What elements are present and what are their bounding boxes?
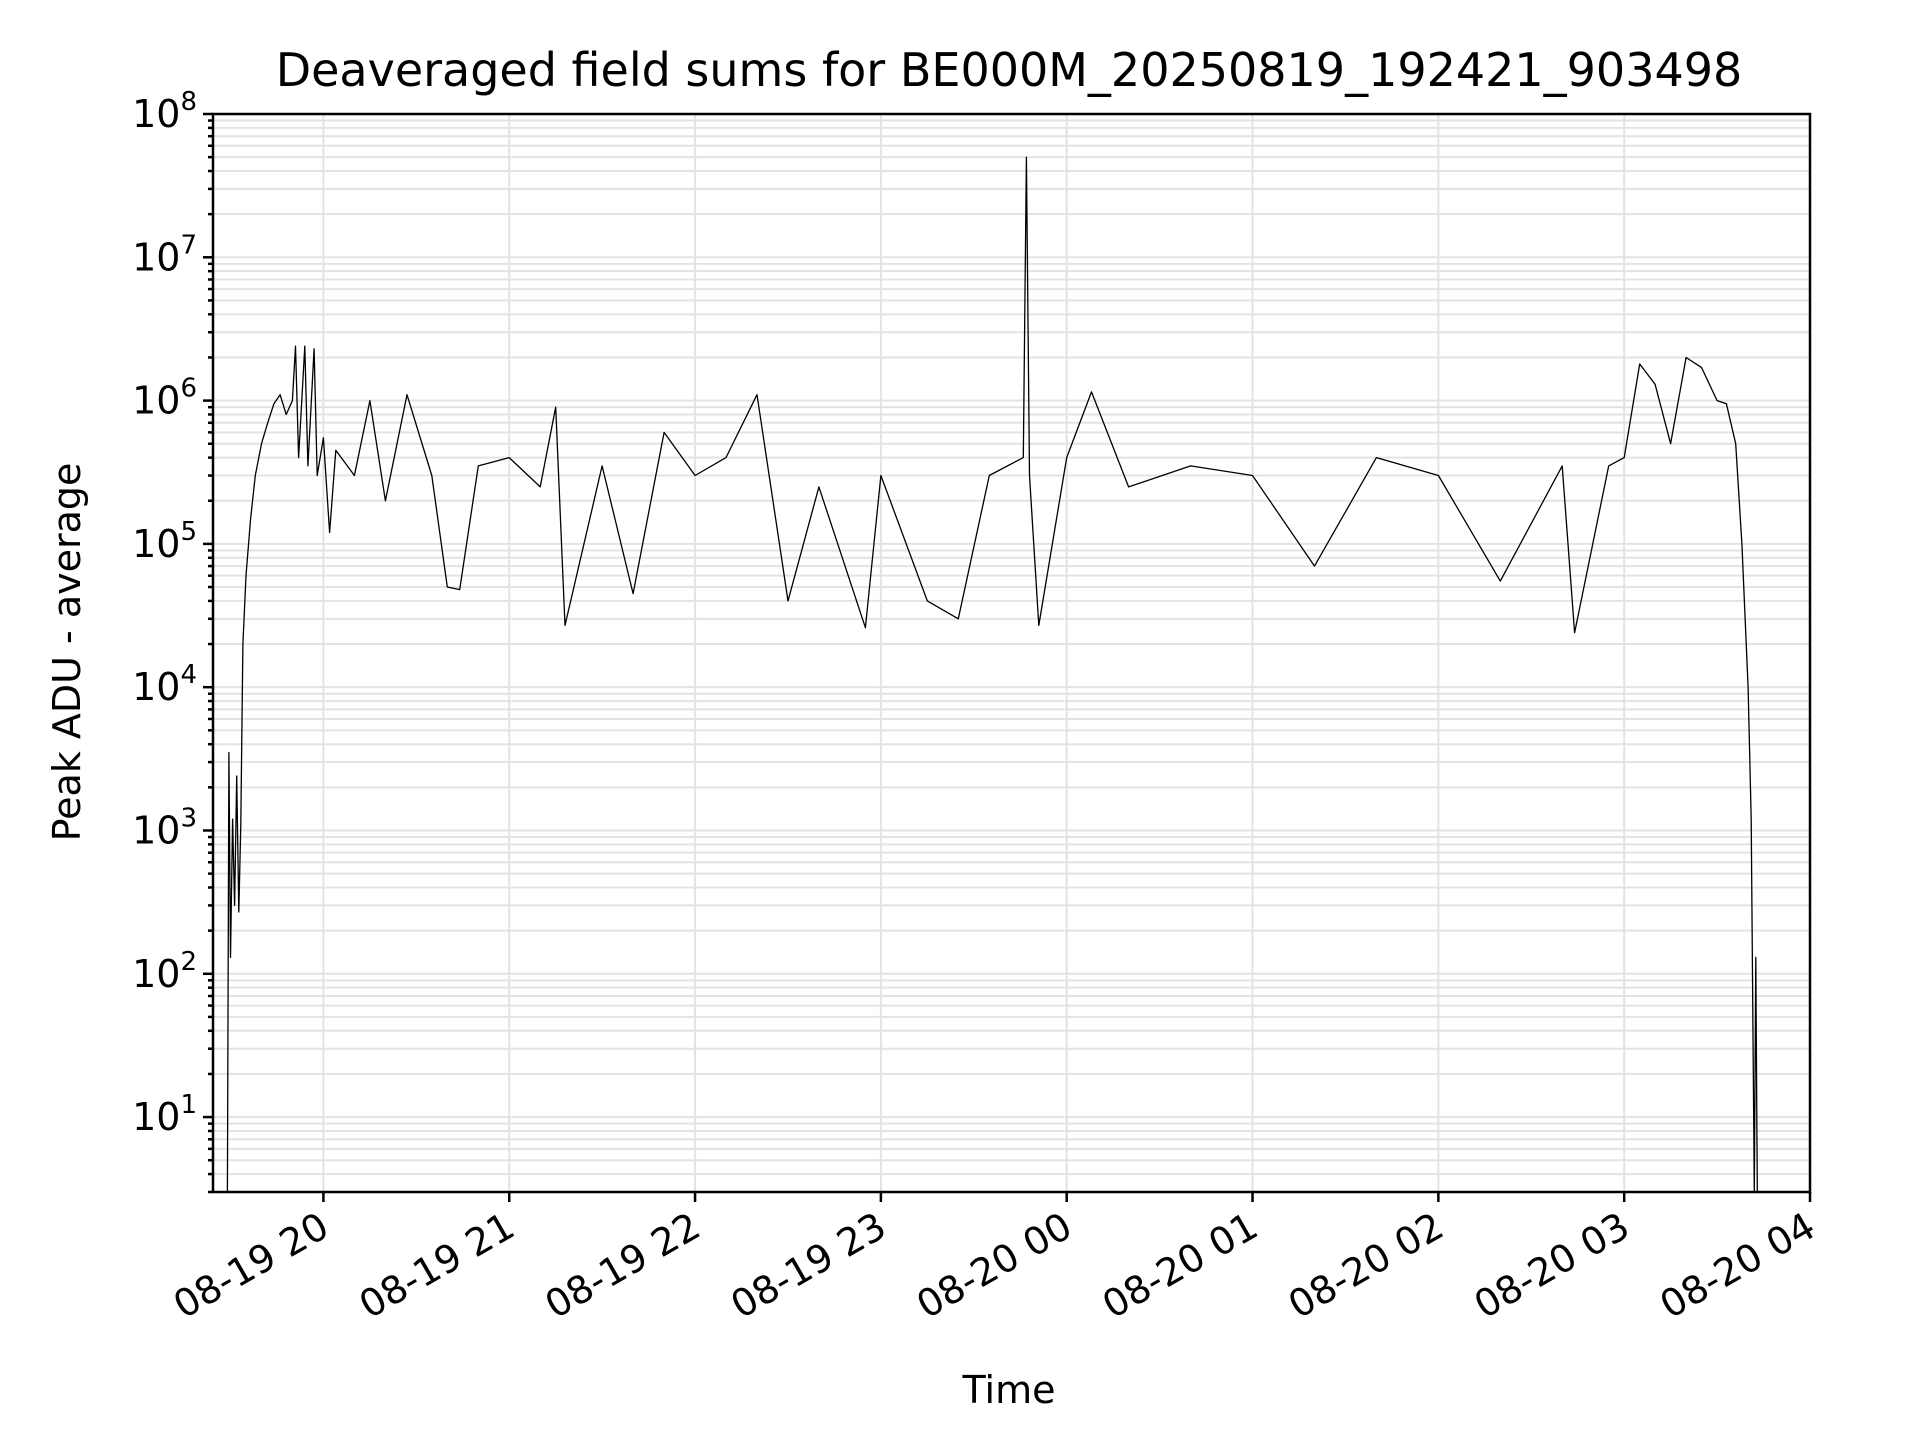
x-tick-label: 08-19 21 [352,1204,522,1328]
y-tick-label: 104 [132,660,197,709]
x-tick-label: 08-20 00 [909,1204,1079,1328]
x-tick-label: 08-20 03 [1467,1204,1637,1328]
y-tick-label: 108 [132,87,197,136]
grid [213,113,1811,1193]
y-tick-label: 107 [132,230,197,279]
y-axis: 101 102 103 104 105 106 107 108 [132,87,213,1194]
x-tick-label: 08-20 02 [1281,1204,1451,1328]
x-axis-label: Time [962,1368,1056,1412]
y-tick-label: 102 [132,947,197,996]
x-tick-label: 08-19 20 [166,1204,336,1328]
y-tick-label: 103 [132,803,197,852]
x-tick-label: 08-20 01 [1095,1204,1265,1328]
x-tick-label: 08-20 04 [1653,1204,1823,1328]
series-line-group [226,156,1758,1193]
y-tick-label: 106 [132,374,197,423]
x-tick-label: 08-19 22 [538,1204,708,1328]
chart-title: Deaveraged field sums for BE000M_2025081… [276,43,1743,97]
x-axis: 08-19 20 08-19 21 08-19 22 08-19 23 08-20 00… [166,1192,1823,1327]
y-axis-label: Peak ADU - average [45,463,89,842]
y-tick-label: 101 [132,1090,197,1139]
series-line [226,156,1758,1193]
x-tick-label: 08-19 23 [723,1204,893,1328]
y-tick-label: 105 [132,517,197,566]
plot-frame [211,112,1812,1194]
